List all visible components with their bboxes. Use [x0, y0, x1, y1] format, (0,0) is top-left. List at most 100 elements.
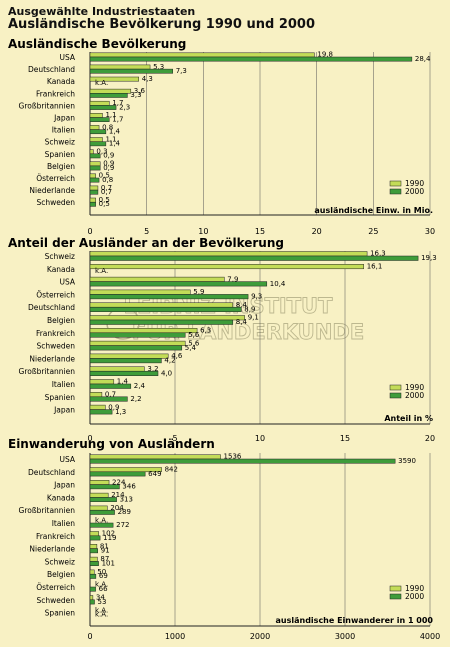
tick-label: 30 [425, 227, 435, 236]
bar-2000 [89, 201, 96, 207]
category-label: Niederlande [29, 545, 75, 554]
bar-2000 [89, 332, 186, 338]
bar-1990 [89, 328, 198, 334]
bar-1990 [89, 276, 225, 282]
data-label-1990: 0,7 [105, 391, 116, 399]
data-label-2000: 3,3 [130, 91, 141, 99]
category-label: Frankreich [36, 89, 75, 98]
bar-1990 [89, 454, 221, 460]
data-label-2000: 101 [102, 559, 115, 567]
data-label-2000: 9,3 [251, 293, 262, 301]
bar-2000 [89, 306, 242, 312]
data-label-1990: 4,6 [171, 352, 183, 360]
data-label-1990: k.A. [95, 581, 108, 589]
bar-2000 [89, 141, 107, 147]
axis-label: ausländische Einw. in Mio. [314, 206, 433, 215]
legend-label-2000: 2000 [405, 187, 424, 196]
data-label-2000: 10,4 [270, 280, 286, 288]
bar-1990 [89, 569, 95, 575]
data-label-2000: 289 [118, 508, 131, 516]
bar-2000 [89, 105, 117, 110]
category-label: Kanada [47, 265, 75, 274]
category-label: Deutschland [28, 303, 75, 312]
category-label: Großbritannien [19, 506, 76, 515]
bar-2000 [89, 409, 113, 415]
data-label-2000: 2,3 [119, 103, 130, 111]
data-label-1990: 1536 [224, 453, 242, 461]
data-label-2000: 649 [148, 470, 161, 478]
bar-1990 [89, 76, 139, 82]
data-label-1990: 8,4 [236, 301, 248, 309]
bar-1990 [89, 185, 99, 191]
data-label-2000: 7,3 [176, 67, 187, 75]
data-label-1990: 5,3 [153, 63, 164, 71]
data-label-2000: 4,2 [164, 357, 175, 365]
data-label-1990: 3,2 [147, 365, 158, 373]
data-label-2000: 3590 [398, 457, 416, 465]
legend-label-1990: 1990 [405, 584, 424, 593]
data-label-1990: 1,7 [112, 99, 123, 107]
bar-2000 [89, 56, 413, 62]
bar-1990 [89, 137, 103, 142]
bar-1990 [89, 251, 368, 257]
data-label-1990: 5,6 [188, 339, 200, 347]
category-label: Kanada [47, 77, 75, 86]
bar-2000 [89, 189, 99, 195]
bar-2000 [89, 458, 396, 464]
data-label-2000: 2,2 [130, 395, 141, 403]
category-label: Deutschland [28, 468, 75, 477]
data-label-1990: k.A. [95, 606, 108, 614]
data-label-1990: 0,9 [103, 160, 114, 168]
chart-title: Einwanderung von Ausländern [8, 437, 215, 451]
category-label: USA [59, 455, 75, 464]
data-label-1990: 102 [102, 530, 115, 538]
data-label-2000: k.A. [95, 611, 108, 619]
supertitle: Ausgewählte Industriestaaten [8, 5, 196, 18]
category-label: Großbritannien [19, 101, 76, 110]
category-label: Belgien [47, 162, 75, 171]
data-label-1990: 3,6 [134, 87, 146, 95]
bar-1990 [89, 404, 106, 410]
bar-1990 [89, 100, 110, 106]
bar-2000 [89, 255, 419, 261]
legend-label-1990: 1990 [405, 179, 424, 188]
bar-1990 [89, 149, 94, 155]
data-label-2000: 0,8 [102, 176, 113, 184]
category-label: Großbritannien [19, 367, 76, 376]
bar-2000 [89, 129, 107, 135]
data-label-1990: 34 [96, 594, 105, 602]
category-label: Japan [53, 114, 75, 123]
data-label-2000: 5,4 [185, 344, 197, 352]
tick-label: 5 [144, 227, 149, 236]
category-label: Schweden [36, 596, 75, 605]
data-label-2000: 53 [98, 598, 107, 606]
tick-label: 15 [255, 227, 265, 236]
category-label: Niederlande [29, 186, 75, 195]
bar-2000 [89, 471, 146, 477]
data-label-2000: 1,7 [112, 115, 123, 123]
data-label-1990: 214 [111, 491, 125, 499]
category-label: Deutschland [28, 65, 75, 74]
data-label-1990: 0,5 [99, 196, 110, 204]
data-label-2000: 1,4 [109, 140, 121, 148]
data-label-1990: 0,9 [108, 403, 119, 411]
tick-label: 10 [255, 434, 265, 443]
data-label-2000: 28,4 [415, 55, 431, 63]
bar-2000 [89, 319, 234, 325]
bar-1990 [89, 173, 96, 179]
category-label: Schweiz [45, 557, 75, 566]
category-label: Belgien [47, 570, 75, 579]
bar-2000 [89, 561, 99, 566]
bar-1990 [89, 505, 108, 511]
data-label-1990: 0,3 [96, 148, 107, 156]
tick-label: 4000 [420, 632, 440, 641]
legend-label-1990: 1990 [405, 383, 424, 392]
data-label-2000: 66 [99, 585, 108, 593]
category-label: Schweden [36, 198, 75, 207]
legend-swatch-2000 [389, 188, 402, 195]
bar-1990 [89, 353, 169, 359]
category-label: Österreich [36, 174, 75, 183]
bar-1990 [89, 113, 103, 118]
axis-label: ausländische Einwanderer in 1 000 [276, 616, 434, 625]
